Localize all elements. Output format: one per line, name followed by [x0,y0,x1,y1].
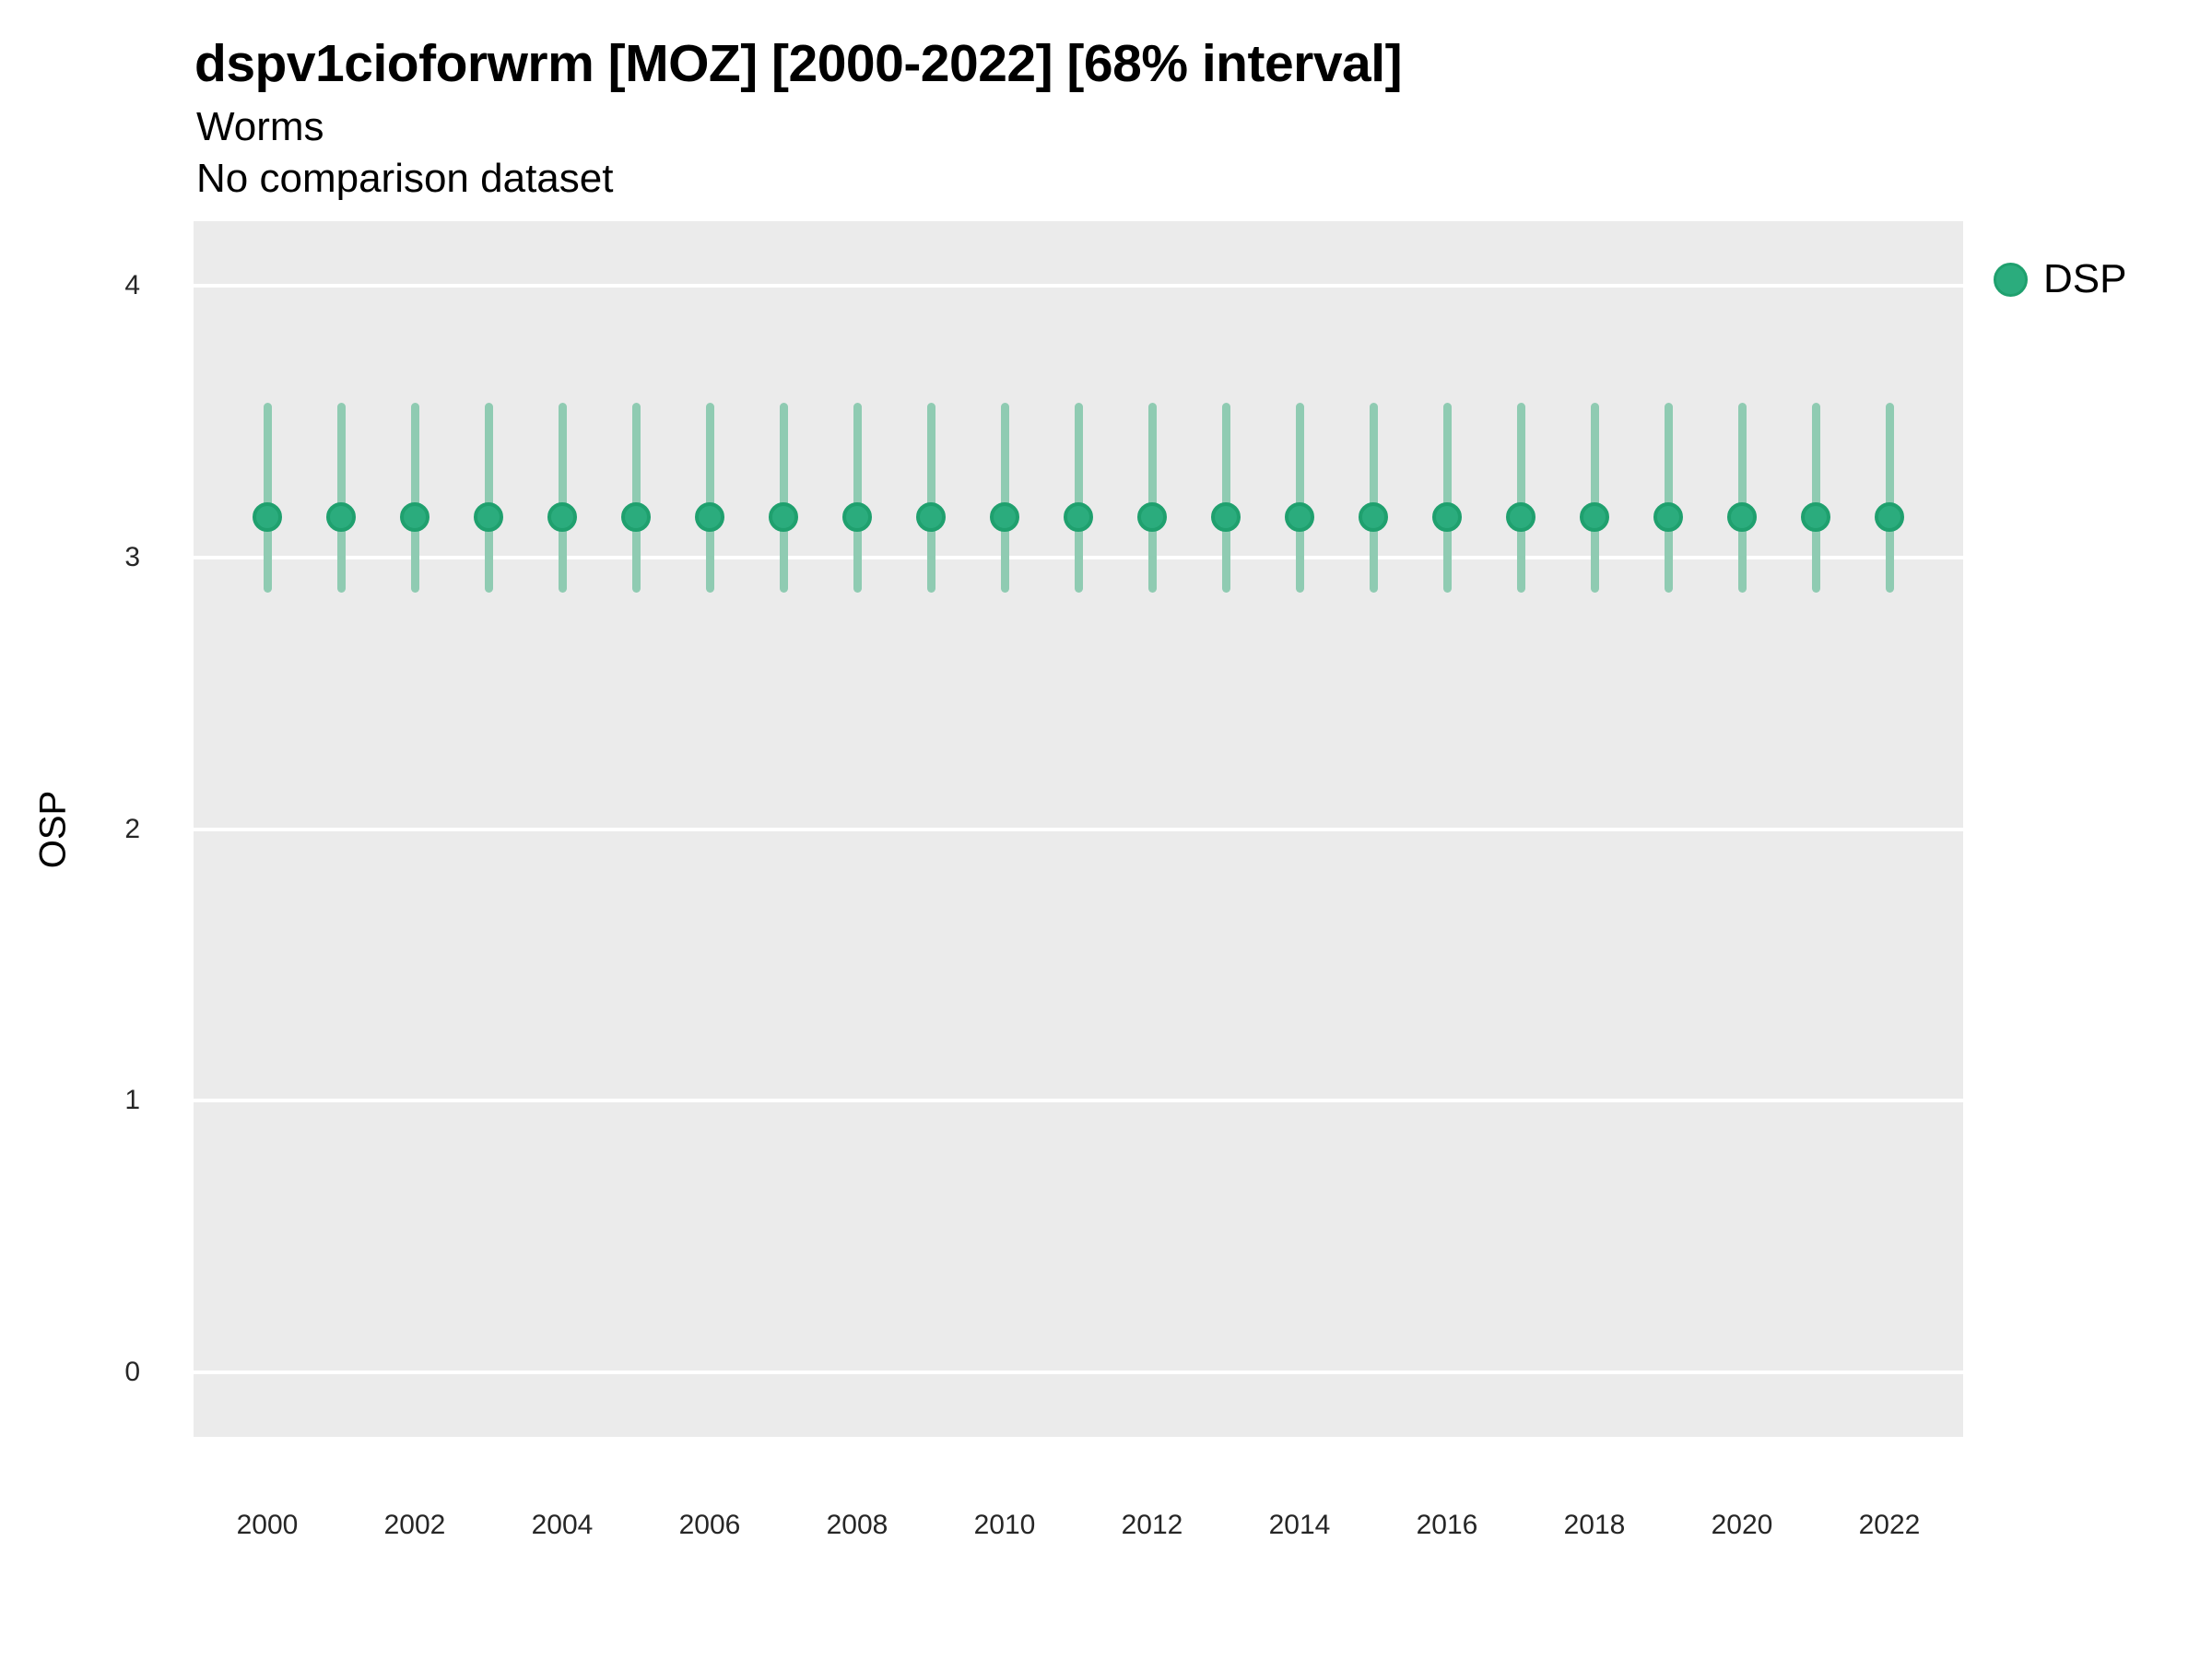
data-point [1727,501,1757,532]
y-tick-label: 3 [124,541,140,572]
error-bar [779,402,788,594]
gridline [194,827,1963,831]
x-tick-label: 2004 [531,1510,594,1540]
error-bar [1147,402,1157,594]
error-bar [1885,402,1894,594]
chart-subtitle: Worms [196,104,324,149]
x-tick-label: 2010 [973,1510,1036,1540]
data-point [1137,501,1167,532]
error-bar [1000,402,1009,594]
x-tick-label: 2020 [1711,1510,1773,1540]
error-bar [410,402,419,594]
x-tick-label: 2016 [1416,1510,1478,1540]
data-point [621,501,651,532]
data-point [1359,501,1388,532]
chart-title: dspv1cioforwrm [MOZ] [2000-2022] [68% in… [194,34,1403,93]
x-tick-label: 2014 [1268,1510,1331,1540]
data-point [916,501,946,532]
data-point [842,501,872,532]
x-tick-label: 2012 [1121,1510,1183,1540]
legend-label: DSP [2043,256,2127,301]
y-tick-label: 0 [124,1356,140,1387]
data-point [990,501,1019,532]
chart-note: No comparison dataset [196,156,614,201]
error-bar [1221,402,1230,594]
x-tick-label: 2002 [383,1510,446,1540]
error-bar [1664,402,1673,594]
data-point [1064,501,1093,532]
error-bar [1590,402,1599,594]
error-bar [853,402,862,594]
data-point [1211,501,1241,532]
legend: DSP [1994,256,2126,302]
data-point [1580,501,1609,532]
error-bar [926,402,935,594]
y-tick-label: 2 [124,813,140,844]
x-tick-label: 2018 [1563,1510,1626,1540]
data-point [1506,501,1535,532]
error-bar [1737,402,1747,594]
data-point [253,501,282,532]
gridline [194,284,1963,288]
gridline [194,1370,1963,1374]
error-bar [1516,402,1525,594]
error-bar [705,402,714,594]
plot-panel [194,221,1963,1437]
data-point [474,501,503,532]
error-bar [1074,402,1083,594]
x-tick-label: 2000 [236,1510,299,1540]
data-point [400,501,429,532]
data-point [769,501,798,532]
error-bar [1295,402,1304,594]
error-bar [558,402,567,594]
data-point [1801,501,1830,532]
y-tick-label: 1 [124,1085,140,1116]
error-bar [263,402,272,594]
data-point [695,501,724,532]
error-bar [336,402,346,594]
x-tick-label: 2006 [678,1510,741,1540]
data-point [1875,501,1904,532]
y-tick-label: 4 [124,270,140,300]
data-point [547,501,577,532]
error-bar [484,402,493,594]
x-tick-label: 2022 [1858,1510,1921,1540]
x-tick-label: 2008 [826,1510,888,1540]
data-point [326,501,356,532]
data-point [1285,501,1314,532]
error-bar [1442,402,1452,594]
data-point [1653,501,1683,532]
data-point [1432,501,1462,532]
legend-marker-circle-icon [1994,262,2028,297]
gridline [194,1099,1963,1103]
error-bar [631,402,641,594]
error-bar [1369,402,1378,594]
error-bar [1811,402,1820,594]
